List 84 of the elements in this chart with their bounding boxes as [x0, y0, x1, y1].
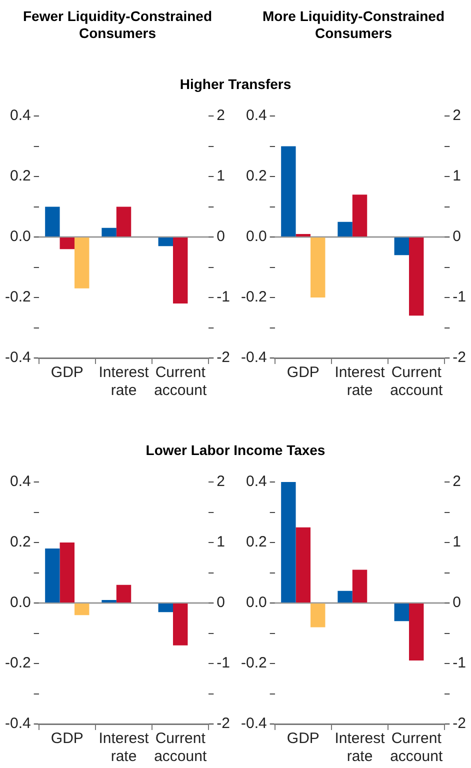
bar — [338, 590, 352, 602]
y-tick-label: 0.4 — [10, 473, 31, 490]
x-tick-label: Current account — [390, 730, 444, 766]
bar — [173, 604, 188, 646]
x-tick-label: GDP — [50, 364, 84, 382]
y-tick-label: 0.0 — [10, 228, 31, 246]
y-tick-label: 0.4 — [10, 107, 31, 124]
y-tick-label: 0.0 — [246, 228, 267, 246]
bar — [60, 238, 75, 250]
chart-subtitle: Lower Labor Income Taxes — [144, 442, 326, 458]
y2-tick-label: -2 — [216, 715, 230, 732]
bar — [116, 206, 132, 236]
y-tick-label: 0.4 — [246, 107, 267, 124]
x-tick-label: GDP — [286, 730, 320, 748]
y2-tick-label: 2 — [216, 107, 226, 124]
x-tick-label: Interest rate — [334, 364, 386, 400]
bar — [116, 584, 132, 602]
bar — [158, 604, 173, 612]
x-tick-label: Interest rate — [98, 730, 150, 766]
x-tick-label: Current account — [154, 730, 208, 766]
y2-tick-label: 2 — [216, 473, 226, 490]
bar — [102, 228, 116, 236]
y-tick-label: -0.4 — [240, 715, 267, 732]
x-tick-label: GDP — [50, 730, 84, 748]
x-tick-label: Current account — [154, 364, 208, 400]
bar — [310, 238, 326, 298]
y2-tick-label: 1 — [452, 534, 462, 551]
y2-tick-label: -2 — [216, 349, 230, 366]
x-tick-label: Interest rate — [98, 364, 150, 400]
y2-tick-label: -1 — [216, 654, 230, 672]
y-tick-label: -0.2 — [4, 288, 31, 306]
bar — [60, 542, 75, 602]
y2-tick-label: 1 — [452, 168, 462, 185]
y2-tick-label: -1 — [452, 654, 466, 672]
y-tick-label: 0.0 — [246, 594, 267, 612]
y-tick-label: -0.2 — [240, 288, 267, 306]
y2-tick-label: 2 — [452, 473, 462, 490]
y-tick-label: -0.4 — [4, 715, 31, 732]
y-tick-label: 0.2 — [10, 534, 31, 551]
bar — [394, 238, 409, 256]
bar — [74, 238, 90, 288]
y2-tick-label: -1 — [452, 288, 466, 306]
bar — [281, 482, 296, 602]
y2-tick-label: -1 — [216, 288, 230, 306]
bar — [409, 604, 424, 660]
bar — [409, 238, 424, 316]
bar — [310, 604, 326, 628]
y-tick-label: -0.4 — [4, 349, 31, 366]
y2-tick-label: 0 — [216, 594, 226, 612]
y-tick-label: 0.4 — [246, 473, 267, 490]
y-tick-label: 0.2 — [246, 168, 267, 185]
bar — [45, 206, 60, 236]
y2-tick-label: 1 — [216, 534, 226, 551]
bar — [102, 600, 116, 602]
y-tick-label: -0.2 — [240, 654, 267, 672]
bar — [352, 570, 368, 602]
y-tick-label: 0.2 — [10, 168, 31, 185]
chart-subtitle: Higher Transfers — [178, 76, 292, 92]
bar — [296, 234, 311, 236]
bar — [296, 527, 311, 602]
y-tick-label: -0.2 — [4, 654, 31, 672]
y-tick-label: -0.4 — [240, 349, 267, 366]
y2-tick-label: 0 — [452, 594, 462, 612]
y-tick-label: 0.2 — [246, 534, 267, 551]
bar — [394, 604, 409, 622]
y2-tick-label: 0 — [216, 228, 226, 246]
x-tick-label: GDP — [286, 364, 320, 382]
bar — [281, 146, 296, 236]
x-tick-label: Current account — [390, 364, 444, 400]
x-tick-label: Interest rate — [334, 730, 386, 766]
y2-tick-label: 0 — [452, 228, 462, 246]
chart-title: Fewer Liquidity-Constrained Consumers — [22, 8, 213, 42]
y-tick-label: 0.0 — [10, 594, 31, 612]
y2-tick-label: 1 — [216, 168, 226, 185]
bar — [173, 238, 188, 304]
bar — [158, 238, 173, 246]
bar — [352, 194, 368, 236]
y2-tick-label: -2 — [452, 715, 466, 732]
y2-tick-label: 2 — [452, 107, 462, 124]
chart-title: More Liquidity-Constrained Consumers — [262, 8, 446, 42]
bar — [45, 548, 60, 602]
bar — [74, 604, 90, 616]
y2-tick-label: -2 — [452, 349, 466, 366]
bar — [338, 222, 352, 236]
